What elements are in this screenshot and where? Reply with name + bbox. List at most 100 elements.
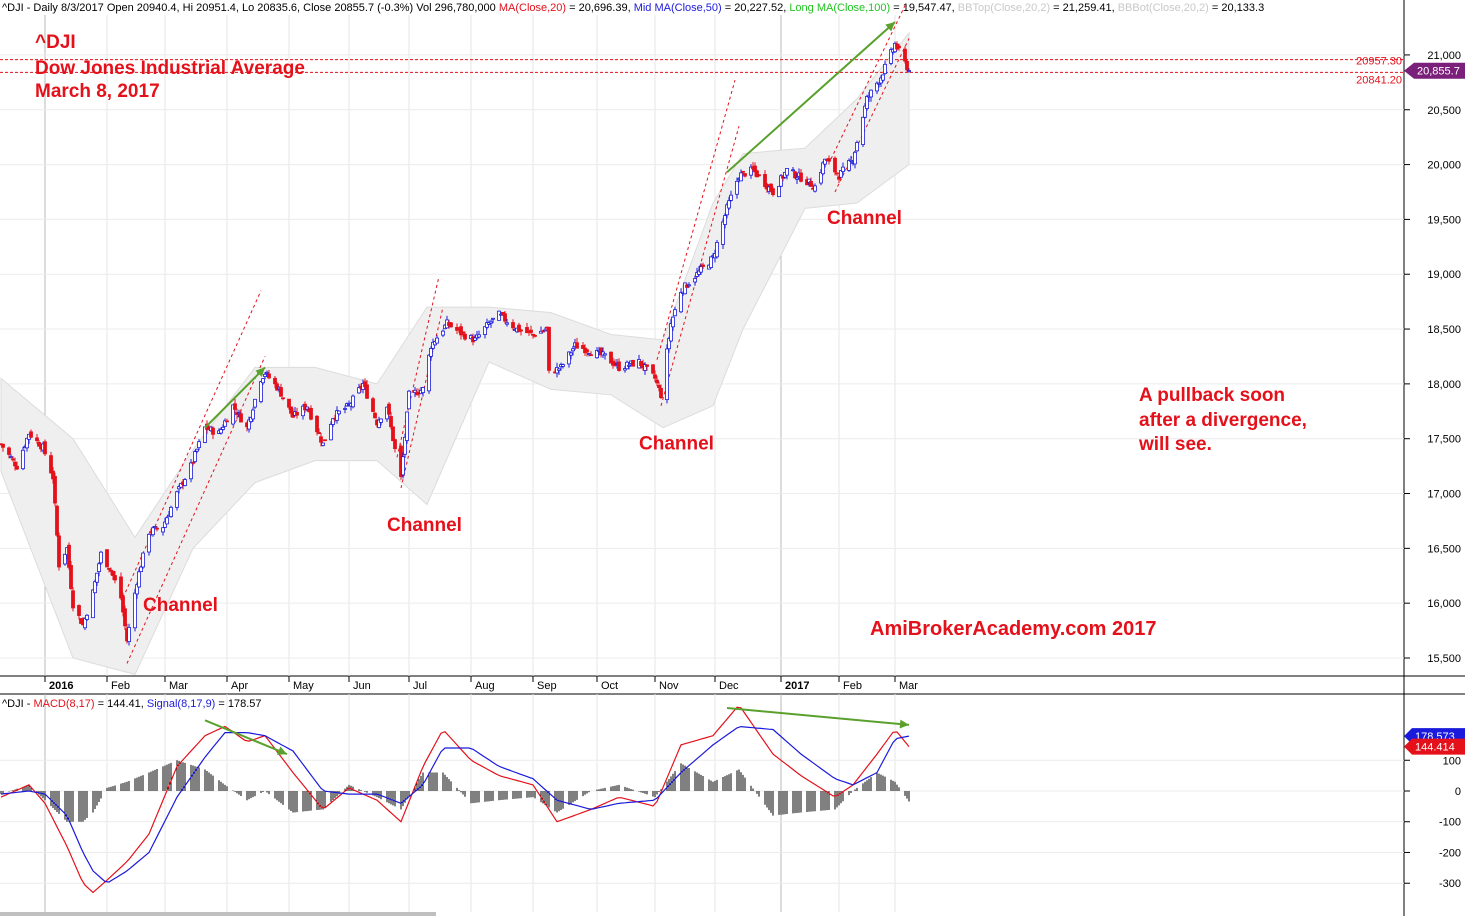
candle-body-up bbox=[429, 348, 433, 357]
candle-body-up bbox=[881, 74, 885, 81]
candle-body-up bbox=[259, 381, 263, 403]
candle-body-up bbox=[219, 429, 223, 434]
candle-body-down bbox=[529, 329, 533, 333]
pullback-note-line-3: will see. bbox=[1138, 434, 1212, 455]
price-tick-label: 16,000 bbox=[1427, 598, 1461, 610]
candle-body-down bbox=[323, 439, 327, 442]
legend-segment: = 20,227.52, bbox=[722, 2, 790, 14]
date-tick-label: Jul bbox=[413, 680, 427, 692]
candle-body-up bbox=[723, 215, 727, 225]
candle-body-down bbox=[659, 387, 663, 399]
candle-body-down bbox=[281, 397, 285, 400]
candle-body-down bbox=[585, 349, 589, 353]
legend-segment: MACD(8,17) bbox=[33, 698, 94, 710]
horizontal-scrollbar[interactable] bbox=[0, 912, 436, 916]
candle-body-up bbox=[161, 527, 165, 533]
price-tick-label: 19,500 bbox=[1427, 214, 1461, 226]
price-tick-label: 20,500 bbox=[1427, 105, 1461, 117]
macd-divergence-trendlines bbox=[204, 707, 910, 756]
candle-body-down bbox=[111, 570, 115, 576]
date-tick-label: Sep bbox=[537, 680, 557, 692]
candle-body-up bbox=[85, 614, 89, 620]
candle-body-down bbox=[69, 564, 73, 589]
candle-body-down bbox=[757, 174, 761, 177]
bollinger-band-area bbox=[0, 31, 910, 675]
candle-body-up bbox=[699, 266, 703, 273]
legend-segment: MA(Close,20) bbox=[499, 2, 566, 14]
candle-body-down bbox=[113, 575, 117, 581]
channel-lower-line bbox=[126, 356, 266, 664]
candle-body-up bbox=[97, 563, 101, 573]
candle-body-up bbox=[321, 442, 325, 446]
date-axis-ticks: 2016 Feb Mar Apr May Jun Jul Aug Sep Oct Nov Dec 201… bbox=[44, 676, 918, 692]
candle-body-up bbox=[193, 451, 197, 463]
candle-body-down bbox=[809, 180, 813, 187]
date-tick-label: May bbox=[293, 680, 314, 692]
legend-segment: = 178.57 bbox=[215, 698, 261, 710]
candle-body-up bbox=[195, 448, 199, 452]
date-tick-label: Feb bbox=[111, 680, 130, 692]
candle-body-up bbox=[693, 278, 697, 283]
price-axis-ticks: 15,500 16,000 16,500 17,000 17,500 18,000 18,5… bbox=[1404, 50, 1461, 665]
candle-body-up bbox=[683, 282, 687, 295]
candle-body-up bbox=[337, 410, 341, 415]
legend-segment: ^DJI - Daily 8/3/2017 Open 20940.4, Hi 2… bbox=[2, 2, 499, 14]
macd-divergence-line bbox=[726, 707, 910, 726]
price-divergence-line bbox=[726, 21, 896, 173]
candle-body-up bbox=[83, 618, 87, 629]
level-low-label: 20841.20 bbox=[1356, 74, 1402, 86]
candle-body-down bbox=[43, 441, 47, 455]
price-divergence-line bbox=[204, 366, 266, 429]
level-high-label: 20957.30 bbox=[1356, 56, 1402, 68]
candle-body-down bbox=[273, 377, 277, 385]
macd-tick-label: -200 bbox=[1439, 847, 1461, 859]
price-channels bbox=[122, 5, 910, 664]
candlesticks[interactable] bbox=[0, 41, 911, 646]
date-tick-label: 2017 bbox=[785, 680, 809, 692]
candle-body-up bbox=[667, 338, 671, 350]
candle-body-down bbox=[517, 324, 521, 332]
candle-body-up bbox=[791, 169, 795, 172]
candle-body-up bbox=[403, 436, 407, 455]
candle-body-up bbox=[261, 378, 265, 384]
candle-body-down bbox=[511, 322, 515, 329]
candle-body-down bbox=[547, 326, 551, 371]
divergence-trendlines bbox=[204, 21, 896, 429]
candle-body-down bbox=[389, 416, 393, 428]
candle-body-down bbox=[309, 407, 313, 420]
candle-body-down bbox=[267, 373, 271, 379]
candle-body-up bbox=[127, 627, 131, 643]
candle-body-up bbox=[435, 337, 439, 344]
candle-body-down bbox=[519, 329, 523, 332]
candle-body-up bbox=[665, 348, 669, 401]
candle-body-up bbox=[869, 89, 873, 98]
candle-body-down bbox=[541, 330, 545, 333]
candle-body-down bbox=[233, 403, 237, 410]
candle-body-down bbox=[37, 441, 41, 447]
candle-body-up bbox=[91, 589, 95, 619]
candle-body-down bbox=[741, 170, 745, 173]
date-tick-label: Aug bbox=[475, 680, 495, 692]
candle-body-up bbox=[735, 180, 739, 195]
candle-body-up bbox=[183, 479, 187, 486]
legend-segment: = 21,259.41, bbox=[1050, 2, 1118, 14]
candle-body-down bbox=[365, 384, 369, 399]
macd-lines[interactable] bbox=[0, 706, 910, 894]
chart-title-ticker: ^DJI bbox=[35, 32, 76, 53]
macd-badge-label: 144.414 bbox=[1415, 742, 1455, 754]
candle-body-down bbox=[315, 415, 319, 433]
price-tick-label: 17,000 bbox=[1427, 489, 1461, 501]
price-tick-label: 19,000 bbox=[1427, 269, 1461, 281]
candle-body-up bbox=[343, 408, 347, 410]
candle-body-down bbox=[67, 544, 71, 568]
candle-body-down bbox=[35, 437, 39, 441]
candle-body-down bbox=[11, 458, 15, 461]
candle-body-up bbox=[727, 200, 731, 209]
candle-body-down bbox=[771, 188, 775, 196]
candle-body-down bbox=[631, 359, 635, 367]
candle-body-down bbox=[461, 331, 465, 334]
candle-body-up bbox=[841, 166, 845, 172]
candle-body-up bbox=[819, 172, 823, 184]
candle-body-up bbox=[221, 426, 225, 430]
candle-body-up bbox=[861, 116, 865, 145]
